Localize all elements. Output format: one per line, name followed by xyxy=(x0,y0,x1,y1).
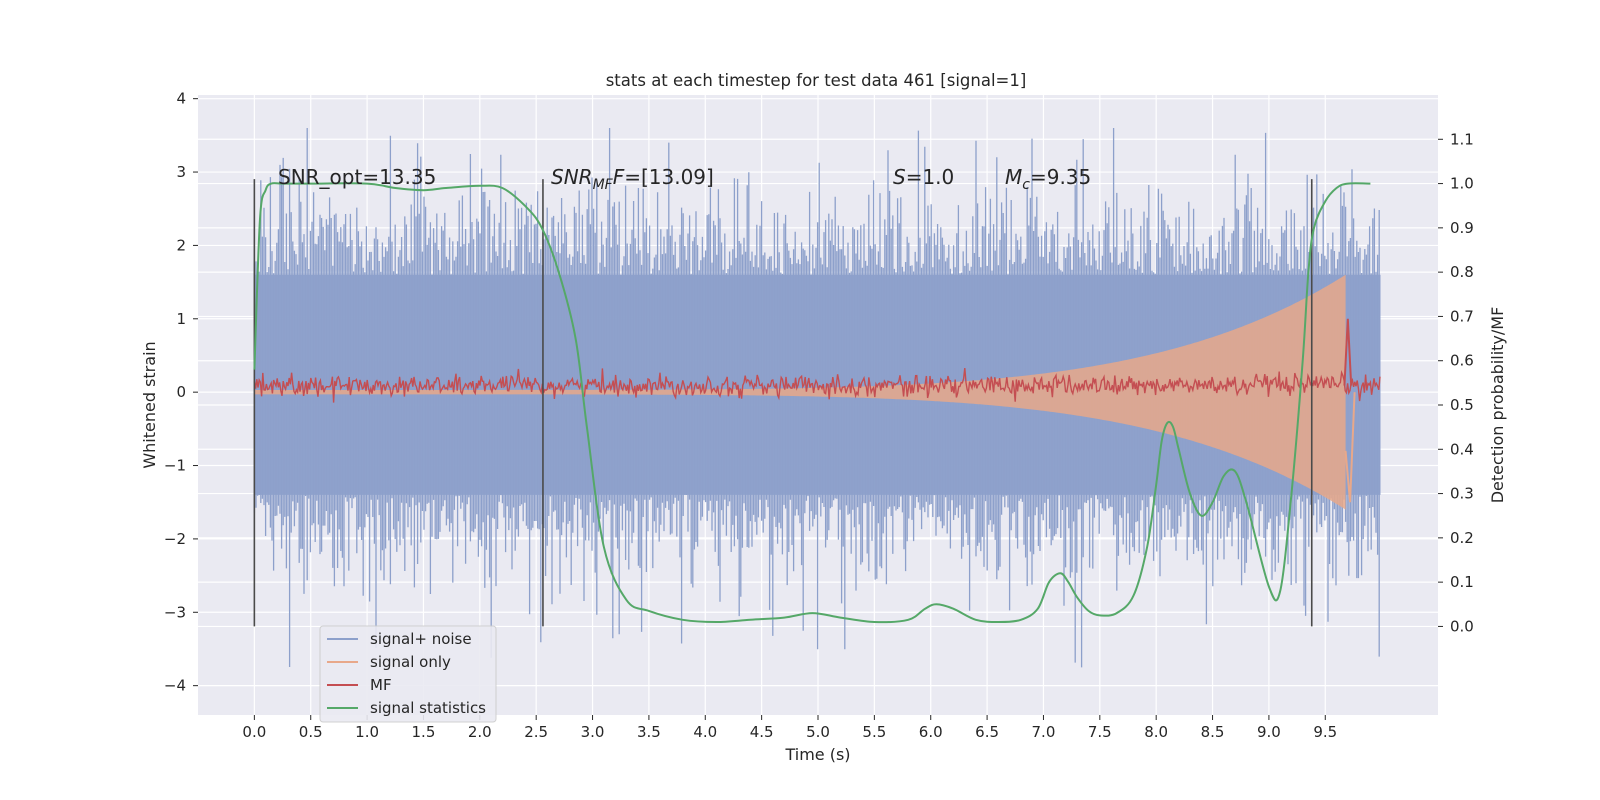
y-tick-label: 3 xyxy=(176,163,186,181)
x-axis-label: Time (s) xyxy=(784,745,850,764)
y-tick-label: −1 xyxy=(164,457,186,475)
x-tick-label: 2.5 xyxy=(524,723,548,741)
legend-box xyxy=(319,625,497,723)
y-right-tick-label: 0.2 xyxy=(1450,529,1474,547)
y-right-tick-label: 0.6 xyxy=(1450,352,1474,370)
signal-ringdown xyxy=(1344,392,1356,503)
x-tick-label: 8.5 xyxy=(1201,723,1225,741)
y-tick-label: −2 xyxy=(164,530,186,548)
x-tick-label: 7.5 xyxy=(1088,723,1112,741)
x-tick-label: 9.5 xyxy=(1313,723,1337,741)
x-tick-label: 5.0 xyxy=(806,723,830,741)
y-tick-label: −4 xyxy=(164,677,186,695)
mc-annotation: Mc=9.35 xyxy=(1005,165,1091,193)
y-right-axis-label: Detection probability/MF xyxy=(1488,307,1507,504)
y-right-tick-label: 0.5 xyxy=(1450,396,1474,414)
y-right-axis-ticks: 1.1 1.0 0.9 0.8 0.7 0.6 0.5 0.4 0.3 0.2 0.1 0.0 xyxy=(1438,130,1474,635)
chart-title: stats at each timestep for test data 461… xyxy=(606,71,1027,90)
snr-mf-symbol: SNR xyxy=(551,165,593,189)
snr-opt-annotation: SNR_opt=13.35 xyxy=(278,165,436,189)
x-tick-label: 3.0 xyxy=(581,723,605,741)
y-right-tick-label: 0.3 xyxy=(1450,485,1474,503)
y-tick-label: 4 xyxy=(176,90,186,108)
legend: signal+ noise signal only MF signal stat… xyxy=(319,625,497,723)
y-tick-label: 1 xyxy=(176,310,186,328)
snr-mf-subscript: MF xyxy=(593,177,614,193)
signal-statistics-series xyxy=(253,182,1371,624)
y-right-tick-label: 0.4 xyxy=(1450,440,1474,458)
x-tick-label: 4.0 xyxy=(693,723,717,741)
signal-only-series xyxy=(254,274,1356,510)
y-tick-label: 2 xyxy=(176,236,186,254)
x-tick-label: 0.0 xyxy=(242,723,266,741)
x-tick-label: 9.0 xyxy=(1257,723,1281,741)
y-axis-ticks: 4 3 2 1 0 −1 −2 −3 −4 xyxy=(164,90,198,695)
y-right-tick-label: 0.0 xyxy=(1450,617,1474,635)
legend-label-signal: signal only xyxy=(370,653,451,671)
x-tick-label: 8.0 xyxy=(1144,723,1168,741)
mc-value: =9.35 xyxy=(1030,165,1091,189)
vertical-markers xyxy=(253,179,1313,627)
y-right-tick-label: 0.8 xyxy=(1450,263,1474,281)
legend-label-stat: signal statistics xyxy=(370,699,486,717)
x-tick-label: 5.5 xyxy=(862,723,886,741)
x-tick-label: 3.5 xyxy=(637,723,661,741)
y-right-tick-label: 0.1 xyxy=(1450,573,1474,591)
signal-chirp-envelope xyxy=(254,274,1346,510)
snr-mf-f: F xyxy=(613,165,625,189)
y-right-tick-label: 0.9 xyxy=(1450,219,1474,237)
y-tick-label: −3 xyxy=(164,603,186,621)
x-tick-label: 6.0 xyxy=(919,723,943,741)
x-tick-label: 2.0 xyxy=(468,723,492,741)
mf-peak xyxy=(1343,318,1353,386)
mc-symbol: M xyxy=(1005,165,1022,189)
s-annotation: S=1.0 xyxy=(893,165,954,189)
x-tick-label: 6.5 xyxy=(975,723,999,741)
legend-label-noise: signal+ noise xyxy=(370,630,472,648)
y-right-tick-label: 0.7 xyxy=(1450,307,1474,325)
x-tick-label: 7.0 xyxy=(1032,723,1056,741)
mf-series xyxy=(253,318,1381,403)
y-right-tick-label: 1.1 xyxy=(1450,130,1474,148)
legend-label-mf: MF xyxy=(370,676,392,694)
y-right-tick-label: 1.0 xyxy=(1450,175,1474,193)
s-symbol: S xyxy=(893,165,906,189)
snr-mf-value: =[13.09] xyxy=(624,165,714,189)
x-tick-label: 4.5 xyxy=(750,723,774,741)
x-tick-label: 0.5 xyxy=(299,723,323,741)
x-tick-label: 1.0 xyxy=(355,723,379,741)
x-axis-ticks: 0.0 0.5 1.0 1.5 2.0 2.5 3.0 3.5 4.0 4.5 5.0 5.5 6.0 6… xyxy=(242,715,1337,741)
x-tick-label: 1.5 xyxy=(412,723,436,741)
mc-subscript: c xyxy=(1022,177,1030,193)
y-axis-label: Whitened strain xyxy=(140,341,159,468)
s-value: =1.0 xyxy=(906,165,955,189)
mf-line xyxy=(253,368,1381,403)
snr-mf-annotation: SNRMFF=[13.09] xyxy=(551,165,714,193)
y-tick-label: 0 xyxy=(176,383,186,401)
signal-statistics-line xyxy=(253,182,1371,624)
